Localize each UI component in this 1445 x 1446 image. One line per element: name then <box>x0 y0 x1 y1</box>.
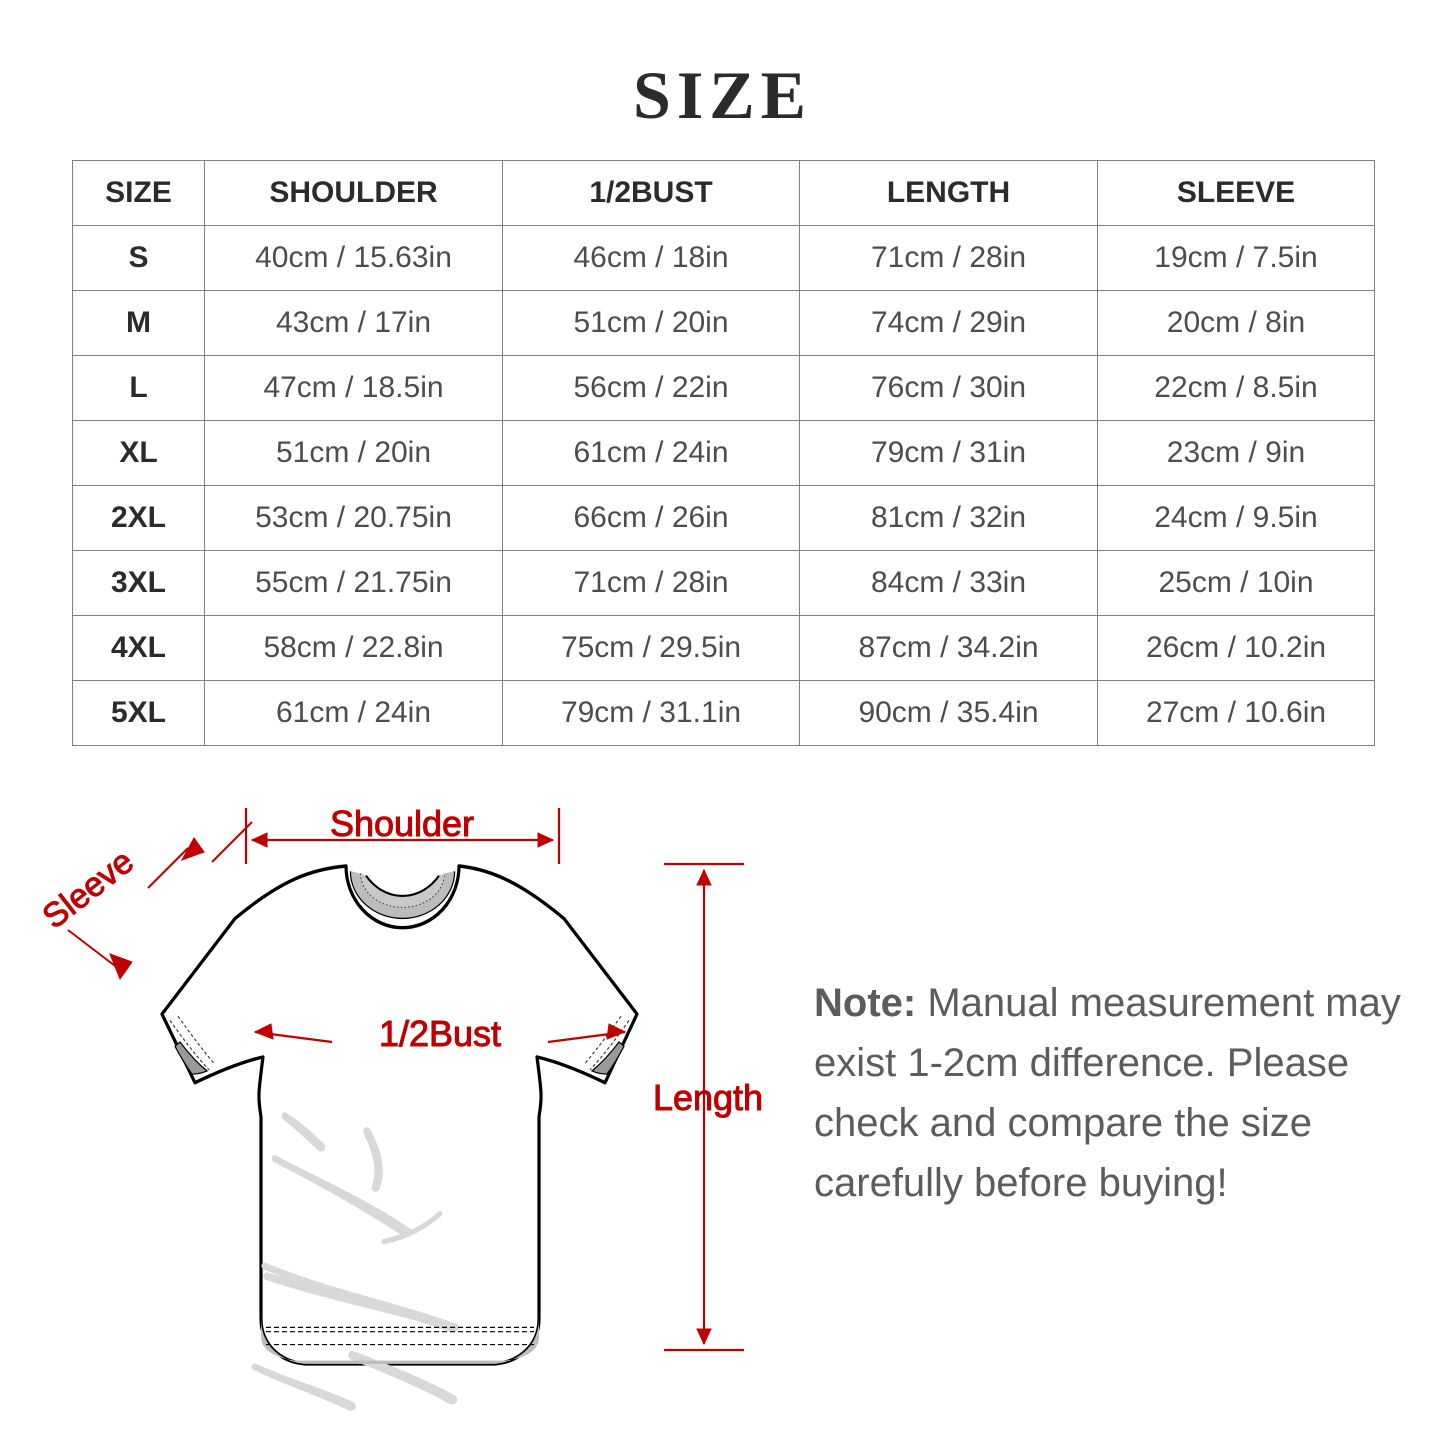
svg-text:Sleeve: Sleeve <box>36 842 141 936</box>
svg-text:1/2Bust: 1/2Bust <box>379 1013 501 1054</box>
svg-text:Length: Length <box>653 1077 763 1118</box>
svg-text:Shoulder: Shoulder <box>330 803 474 844</box>
